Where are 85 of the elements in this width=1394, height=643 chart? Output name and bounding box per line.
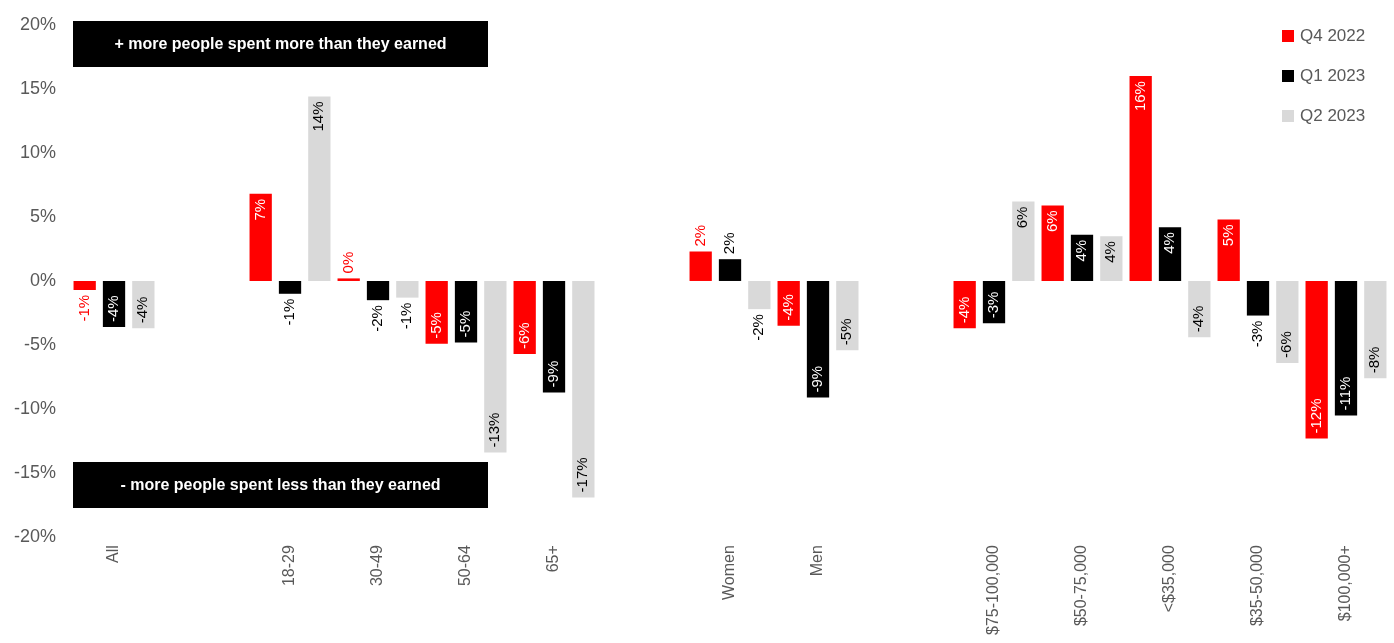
data-label: 4%	[1072, 239, 1090, 262]
bar	[689, 251, 712, 281]
bar	[1246, 280, 1270, 316]
data-label: -4%	[133, 296, 151, 324]
data-label: -4%	[778, 294, 796, 321]
data-label: -12%	[1306, 398, 1324, 434]
x-tick-label: Men	[808, 545, 826, 577]
bar	[484, 280, 507, 453]
bar	[806, 280, 830, 398]
y-tick-label: -20%	[13, 526, 57, 547]
data-label: 16%	[1130, 81, 1148, 112]
bar	[513, 280, 536, 354]
data-label: -13%	[485, 412, 503, 448]
bar	[1364, 280, 1387, 379]
data-label: -3%	[1248, 320, 1266, 348]
bar	[718, 259, 742, 281]
caption-box: + more people spent more than they earned	[73, 21, 488, 67]
data-label: -2%	[749, 314, 767, 341]
y-tick-label: 5%	[30, 205, 57, 226]
data-label: -2%	[368, 305, 386, 332]
caption-box: - more people spent less than they earned	[73, 462, 488, 508]
bar	[572, 280, 595, 498]
bar	[366, 280, 390, 301]
data-label: 6%	[1013, 206, 1031, 229]
bar	[1305, 280, 1328, 439]
data-label: -3%	[984, 291, 1002, 319]
data-label: -9%	[808, 365, 826, 393]
x-tick-label: 18-29	[280, 545, 298, 587]
y-tick-label: 10%	[19, 141, 57, 162]
data-label: -11%	[1336, 376, 1354, 411]
bar	[748, 280, 771, 310]
x-tick-label: $75-100,000	[984, 545, 1002, 635]
x-tick-label: All	[104, 545, 122, 563]
legend-label: Q2 2023	[1300, 105, 1366, 125]
data-label: 0%	[338, 251, 356, 274]
x-tick-label: $35-50,000	[1248, 545, 1266, 627]
data-label: 7%	[250, 198, 268, 221]
data-label: -5%	[456, 310, 474, 338]
x-tick-label: Women	[720, 545, 738, 600]
y-tick-label: 20%	[19, 13, 57, 34]
y-tick-label: -10%	[13, 398, 57, 419]
data-label: -4%	[954, 296, 972, 324]
x-tick-label: 30-49	[368, 545, 386, 587]
bar	[278, 280, 302, 294]
bar	[337, 278, 360, 281]
x-tick-label: 50-64	[456, 545, 474, 587]
bar	[249, 193, 272, 281]
bar	[1041, 205, 1064, 281]
x-tick-label: <$35,000	[1160, 545, 1178, 613]
y-tick-label: 15%	[19, 77, 57, 98]
data-label: -6%	[1277, 331, 1295, 358]
data-label: -1%	[397, 302, 415, 330]
data-label: 14%	[309, 101, 327, 132]
data-label: -4%	[104, 295, 122, 323]
x-tick-label: $100,000+	[1336, 545, 1354, 622]
data-label: 4%	[1160, 232, 1178, 254]
x-tick-label: 65+	[544, 545, 562, 573]
data-label: 2%	[720, 232, 738, 255]
y-tick-label: 0%	[30, 269, 57, 290]
bar	[73, 280, 96, 290]
data-label: -5%	[426, 312, 444, 339]
data-label: -5%	[837, 318, 855, 346]
data-label: -4%	[1189, 305, 1207, 333]
x-tick-label: $50-75,000	[1072, 545, 1090, 627]
data-label: 5%	[1218, 224, 1236, 247]
data-label: -9%	[544, 360, 562, 388]
y-tick-label: -5%	[24, 333, 57, 354]
data-label: 4%	[1101, 241, 1119, 263]
data-label: -8%	[1365, 346, 1383, 374]
data-label: -1%	[74, 294, 92, 322]
legend-label: Q1 2023	[1300, 65, 1366, 85]
bar	[308, 96, 331, 281]
bar	[1276, 280, 1299, 363]
y-tick-label: -15%	[13, 462, 57, 483]
legend-label: Q4 2022	[1300, 25, 1366, 45]
bar	[1334, 280, 1358, 416]
data-label: 6%	[1042, 210, 1060, 233]
bar	[1012, 201, 1035, 281]
bar	[396, 280, 419, 298]
data-label: 2%	[690, 224, 708, 247]
bar	[542, 280, 566, 393]
data-label: -17%	[573, 457, 591, 493]
bar	[1129, 76, 1152, 281]
data-label: -1%	[280, 298, 298, 326]
data-label: -6%	[514, 322, 532, 349]
